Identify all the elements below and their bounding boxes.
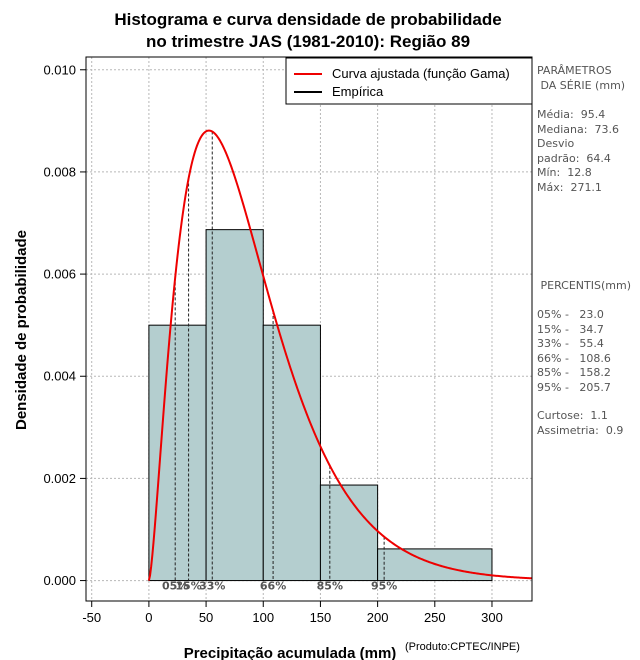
- y-tick-label-1: 0.002: [43, 471, 76, 486]
- percentile-label-4: 85%: [317, 580, 343, 593]
- y-tick-label-3: 0.006: [43, 267, 76, 282]
- percentile-lines: [174, 131, 385, 581]
- percentile-label-0: 05%: [162, 580, 188, 593]
- chart-title-line2: no trimestre JAS (1981-2010): Região 89: [146, 32, 470, 51]
- y-axis-label: Densidade de probabilidade: [13, 230, 30, 430]
- y-axis: 0.000 0.002 0.004 0.006 0.008 0.010: [43, 62, 86, 588]
- x-tick-label-3: 100: [252, 610, 274, 625]
- y-tick-label-4: 0.008: [43, 164, 76, 179]
- x-axis: -50 0 50 100 150 200 250 300: [82, 600, 503, 625]
- chart-title-line1: Histograma e curva densidade de probabil…: [114, 10, 501, 29]
- x-tick-label-2: 50: [199, 610, 213, 625]
- percentile-label-1: 15%: [175, 580, 201, 593]
- percentis-body: 05% - 23.0 15% - 34.7 33% - 55.4 66% - 1…: [537, 308, 611, 394]
- percentile-labels: 05%15%33% 66% 85% 95%: [162, 580, 397, 593]
- x-tick-label-6: 250: [424, 610, 446, 625]
- y-tick-label-2: 0.004: [43, 369, 76, 384]
- legend-label-empirica: Empírica: [332, 84, 384, 99]
- x-tick-label-4: 150: [310, 610, 332, 625]
- x-tick-label-0: -50: [82, 610, 101, 625]
- gamma-curve: [147, 129, 533, 581]
- percentile-label-3: 66%: [260, 580, 286, 593]
- y-tick-label-5: 0.010: [43, 62, 76, 77]
- params-body: Média: 95.4 Mediana: 73.6 Desvio padrão:…: [537, 108, 619, 194]
- params-title: PARÂMETROS DA SÉRIE (mm): [537, 64, 626, 92]
- histogram-bar-0: [148, 324, 207, 582]
- histogram-bar-2: [262, 324, 321, 582]
- legend: Curva ajustada (função Gama) Empírica: [285, 57, 533, 105]
- legend-label-gamma: Curva ajustada (função Gama): [332, 66, 510, 81]
- x-tick-label-1: 0: [145, 610, 152, 625]
- x-tick-label-5: 200: [367, 610, 389, 625]
- percentis-title: PERCENTIS(mm): [537, 279, 631, 292]
- percentile-label-5: 95%: [371, 580, 397, 593]
- legend-box: [285, 57, 533, 105]
- x-axis-label: Precipitação acumulada (mm): [184, 645, 397, 660]
- y-tick-label-0: 0.000: [43, 573, 76, 588]
- x-tick-label-7: 300: [481, 610, 503, 625]
- histogram-bar-1: [205, 229, 264, 582]
- percentile-label-2: 33%: [199, 580, 225, 593]
- credit-text: (Produto:CPTEC/INPE): [405, 641, 520, 653]
- stats-body: Curtose: 1.1 Assimetria: 0.9: [537, 409, 624, 437]
- gamma-curve-group: [147, 129, 533, 581]
